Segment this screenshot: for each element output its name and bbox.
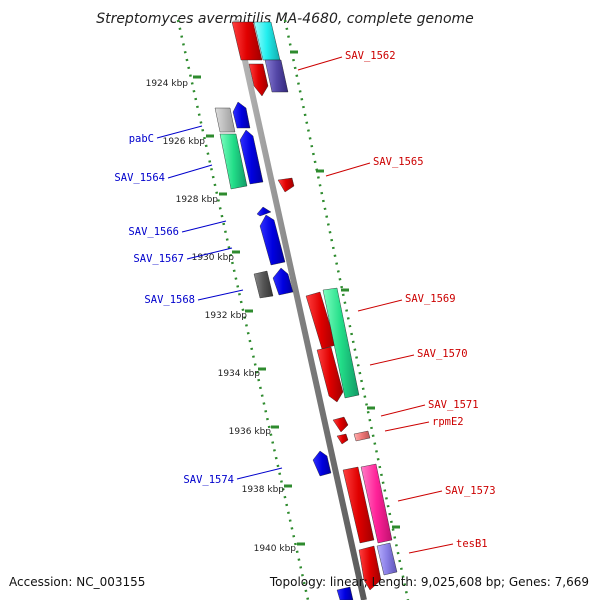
gene-arrow — [219, 133, 248, 190]
gene-arrow — [312, 450, 332, 477]
gene-label: SAV_1570 — [417, 348, 468, 360]
tick-label: 1924 kbp — [146, 79, 189, 89]
gene-arrow — [264, 59, 289, 93]
gene-arrow — [272, 267, 294, 296]
right-leader-lines — [297, 56, 454, 554]
accession-label: Accession: NC_003155 — [9, 575, 145, 589]
left-leader-lines — [156, 125, 283, 480]
tick-label: 1934 kbp — [218, 369, 261, 379]
gene-arrow — [322, 287, 360, 399]
gene-arrow — [336, 433, 349, 445]
genome-backbone — [233, 19, 367, 600]
forward-strand-genes — [231, 21, 398, 591]
gene-arrow — [253, 270, 274, 299]
tick-label: 1928 kbp — [176, 195, 219, 205]
right-track-ticks — [290, 50, 400, 529]
tick-label: 1926 kbp — [163, 137, 206, 147]
gene-arrow — [332, 416, 349, 433]
reverse-strand-genes — [214, 101, 354, 600]
gene-arrow — [239, 129, 264, 185]
left-dotted-track — [176, 19, 310, 600]
gene-arrow — [231, 21, 263, 61]
gene-arrow — [353, 430, 371, 442]
topology-label: Topology: linear; Length: 9,025,608 bp; … — [269, 575, 589, 589]
gene-label: SAV_1569 — [405, 293, 456, 305]
map-title: Streptomyces avermitilis MA-4680, comple… — [96, 11, 474, 27]
gene-label: tesB1 — [456, 538, 488, 550]
tick-label: 1930 kbp — [192, 253, 235, 263]
gene-arrow — [376, 542, 398, 576]
gene-arrow — [336, 586, 354, 600]
gene-label: SAV_1574 — [183, 474, 234, 486]
tick-label: 1932 kbp — [205, 311, 248, 321]
gene-arrow — [248, 63, 269, 97]
gene-arrow — [342, 466, 375, 544]
gene-arrow — [316, 346, 344, 403]
left-gene-labels: pabC SAV_1564 SAV_1566 SAV_1567 SAV_1568… — [114, 133, 234, 486]
gene-label: SAV_1565 — [373, 156, 424, 168]
gene-label: SAV_1568 — [144, 294, 195, 306]
right-dotted-track — [283, 19, 410, 600]
tick-label: 1938 kbp — [242, 485, 285, 495]
tick-label: 1936 kbp — [229, 427, 272, 437]
gene-arrow — [214, 107, 236, 133]
gene-label: SAV_1573 — [445, 485, 496, 497]
gene-label: SAV_1562 — [345, 50, 396, 62]
gene-arrow — [232, 101, 251, 129]
gene-label: rpmE2 — [432, 416, 464, 428]
tick-labels: 1924 kbp 1926 kbp 1928 kbp 1930 kbp 1932… — [146, 79, 297, 554]
gene-arrow — [259, 214, 286, 266]
gene-arrow — [256, 206, 272, 217]
gene-label: SAV_1564 — [114, 172, 165, 184]
gene-label: pabC — [129, 133, 154, 145]
gene-arrow — [360, 463, 393, 544]
gene-label: SAV_1567 — [133, 253, 184, 265]
left-track-ticks — [193, 75, 305, 546]
gene-label: SAV_1566 — [128, 226, 179, 238]
right-gene-labels: SAV_1562 SAV_1565 SAV_1569 SAV_1570 SAV_… — [345, 50, 496, 550]
gene-label: SAV_1571 — [428, 399, 479, 411]
gene-arrow — [358, 545, 382, 591]
tick-label: 1940 kbp — [254, 544, 297, 554]
gene-arrow — [277, 177, 295, 193]
